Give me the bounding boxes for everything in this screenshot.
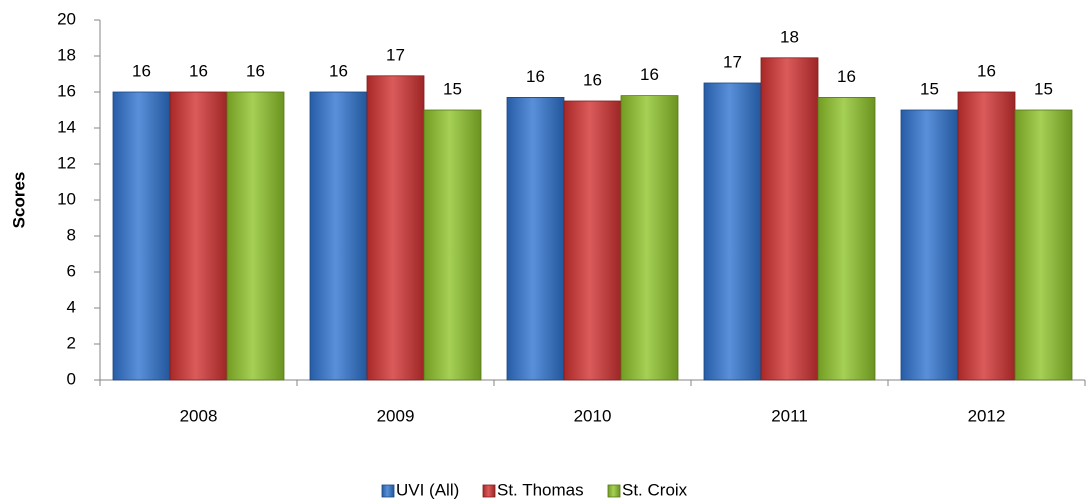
bar <box>169 91 228 381</box>
bar <box>309 91 368 381</box>
data-label: 16 <box>246 61 265 80</box>
bar <box>900 109 959 381</box>
bar <box>506 97 565 381</box>
x-tick-label: 2008 <box>180 406 218 425</box>
data-label: 16 <box>189 61 208 80</box>
data-label: 17 <box>386 45 405 64</box>
data-label: 15 <box>920 79 939 98</box>
x-tick-label: 2012 <box>968 406 1006 425</box>
y-tick-label: 2 <box>67 333 76 352</box>
y-tick-label: 0 <box>67 369 76 388</box>
data-label: 17 <box>723 52 742 71</box>
bar <box>112 91 171 381</box>
y-tick-label: 12 <box>57 153 76 172</box>
data-label: 16 <box>132 61 151 80</box>
x-tick-label: 2009 <box>377 406 415 425</box>
legend-label: St. Croix <box>622 480 688 499</box>
data-label: 15 <box>1034 79 1053 98</box>
bar <box>760 57 819 381</box>
data-label: 18 <box>780 27 799 46</box>
legend-swatch <box>482 484 496 498</box>
bar <box>366 75 425 381</box>
data-label: 16 <box>583 70 602 89</box>
bar <box>563 100 622 381</box>
y-tick-label: 4 <box>67 297 76 316</box>
y-tick-label: 6 <box>67 261 76 280</box>
bar <box>423 109 482 381</box>
y-tick-label: 18 <box>57 45 76 64</box>
y-tick-label: 14 <box>57 117 76 136</box>
bar <box>957 91 1016 381</box>
data-label: 16 <box>640 65 659 84</box>
y-tick-label: 10 <box>57 189 76 208</box>
y-tick-label: 16 <box>57 81 76 100</box>
bar <box>817 97 876 381</box>
data-label: 16 <box>329 61 348 80</box>
bar <box>1014 109 1073 381</box>
data-label: 16 <box>837 67 856 86</box>
data-label: 16 <box>526 67 545 86</box>
bar <box>620 95 679 381</box>
legend-swatch <box>381 484 395 498</box>
bar <box>226 91 285 381</box>
x-tick-label: 2010 <box>574 406 612 425</box>
data-label: 15 <box>443 79 462 98</box>
legend-label: UVI (All) <box>396 480 459 499</box>
bar <box>703 82 762 381</box>
y-tick-label: 20 <box>57 9 76 28</box>
x-tick-label: 2011 <box>771 406 808 425</box>
legend-label: St. Thomas <box>497 480 584 499</box>
y-axis-title: Scores <box>9 172 28 229</box>
legend-swatch <box>607 484 621 498</box>
data-label: 16 <box>977 61 996 80</box>
y-tick-label: 8 <box>67 225 76 244</box>
